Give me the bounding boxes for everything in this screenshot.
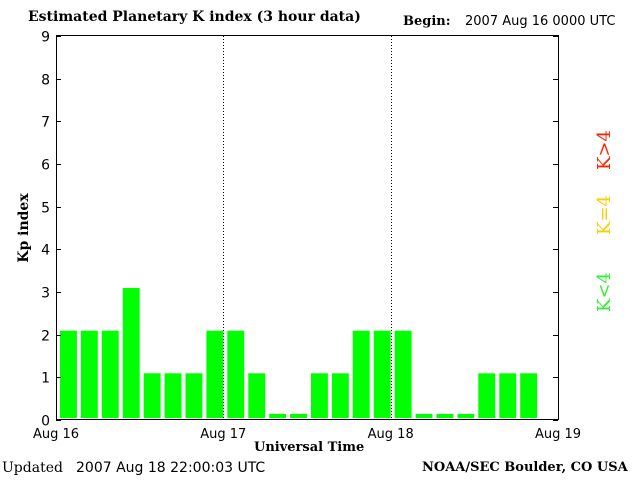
kp-bar [206, 330, 224, 418]
kp-bar [478, 373, 496, 418]
legend-label: K<4 [594, 272, 615, 312]
kp-bar [80, 330, 98, 418]
legend-label: K=4 [594, 195, 615, 235]
kp-bar [248, 373, 266, 418]
kp-bar [394, 330, 412, 418]
kp-bar [185, 373, 203, 418]
legend-label: K>4 [594, 130, 615, 170]
begin-value: 2007 Aug 16 0000 UTC [465, 14, 616, 29]
y-axis-label: Kp index [16, 193, 32, 263]
chart-title: Estimated Planetary K index (3 hour data… [28, 9, 361, 25]
x-axis-ticks: Aug 16 Aug 17 Aug 18 Aug 19 [33, 427, 581, 442]
y-tick-label: 9 [41, 30, 50, 46]
y-tick-label: 1 [41, 371, 50, 387]
kp-bar [227, 330, 245, 418]
kp-bar [499, 373, 517, 418]
plot-frame [56, 35, 559, 420]
x-tick-label: Aug 17 [200, 427, 246, 442]
kp-bar [331, 373, 349, 418]
begin-label: Begin: [403, 14, 451, 29]
kp-bar [122, 288, 140, 418]
y-tick-label: 5 [41, 201, 50, 217]
kp-bar [269, 413, 287, 418]
y-tick-label: 3 [41, 286, 50, 302]
kp-bar [415, 413, 433, 418]
kp-bar [290, 413, 307, 418]
kp-bar [60, 330, 77, 418]
y-tick-label: 4 [41, 243, 50, 259]
kp-bar [164, 373, 182, 418]
kp-bar [143, 373, 161, 418]
chart-legend: K>4 K=4 K<4 [594, 130, 615, 312]
kp-bar [101, 330, 119, 418]
y-tick-label: 8 [41, 73, 50, 89]
kp-bar [352, 330, 370, 418]
credit-text: NOAA/SEC Boulder, CO USA [422, 460, 628, 475]
y-tick-label: 0 [41, 414, 50, 430]
y-axis-ticks: 0 1 2 3 4 5 6 7 8 9 [41, 30, 558, 430]
x-tick-label: Aug 16 [33, 427, 79, 442]
kp-bar [436, 413, 454, 418]
x-axis-label: Universal Time [254, 440, 365, 455]
x-tick-label: Aug 19 [535, 427, 581, 442]
y-tick-label: 6 [41, 158, 50, 174]
y-tick-label: 7 [41, 115, 50, 131]
bar-series [60, 288, 538, 418]
kp-bar [520, 373, 538, 418]
y-tick-label: 2 [41, 329, 50, 345]
updated-value: 2007 Aug 18 22:00:03 UTC [76, 460, 266, 476]
updated-label: Updated [2, 460, 63, 476]
kp-bar [457, 413, 475, 418]
x-tick-label: Aug 18 [368, 427, 414, 442]
day-dividers [223, 36, 392, 420]
kp-bar [311, 373, 328, 418]
kp-bar [373, 330, 391, 418]
